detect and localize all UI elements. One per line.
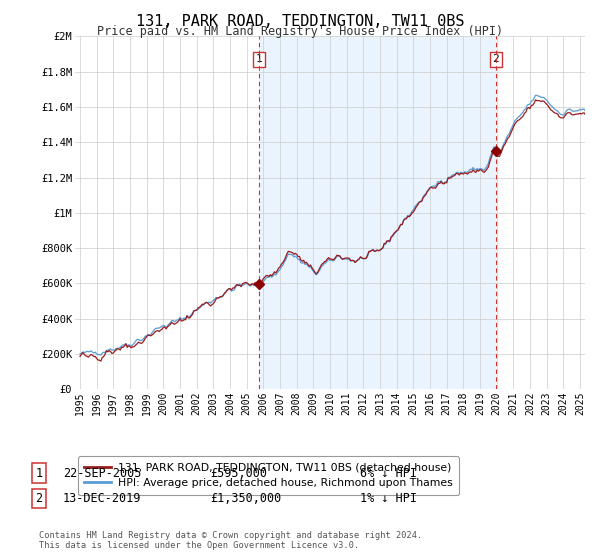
Text: Contains HM Land Registry data © Crown copyright and database right 2024.
This d: Contains HM Land Registry data © Crown c… <box>39 530 422 550</box>
Text: 1: 1 <box>35 466 43 480</box>
Text: 1% ↓ HPI: 1% ↓ HPI <box>360 492 417 505</box>
Text: 6% ↓ HPI: 6% ↓ HPI <box>360 466 417 480</box>
Text: 131, PARK ROAD, TEDDINGTON, TW11 0BS: 131, PARK ROAD, TEDDINGTON, TW11 0BS <box>136 14 464 29</box>
Text: Price paid vs. HM Land Registry's House Price Index (HPI): Price paid vs. HM Land Registry's House … <box>97 25 503 38</box>
Text: 13-DEC-2019: 13-DEC-2019 <box>63 492 142 505</box>
Text: £595,000: £595,000 <box>210 466 267 480</box>
Legend: 131, PARK ROAD, TEDDINGTON, TW11 0BS (detached house), HPI: Average price, detac: 131, PARK ROAD, TEDDINGTON, TW11 0BS (de… <box>78 456 459 495</box>
Text: 2: 2 <box>493 54 499 64</box>
Bar <box>259 36 496 389</box>
Text: 1: 1 <box>256 54 262 64</box>
Text: £1,350,000: £1,350,000 <box>210 492 281 505</box>
Text: 22-SEP-2005: 22-SEP-2005 <box>63 466 142 480</box>
Text: 2: 2 <box>35 492 43 505</box>
